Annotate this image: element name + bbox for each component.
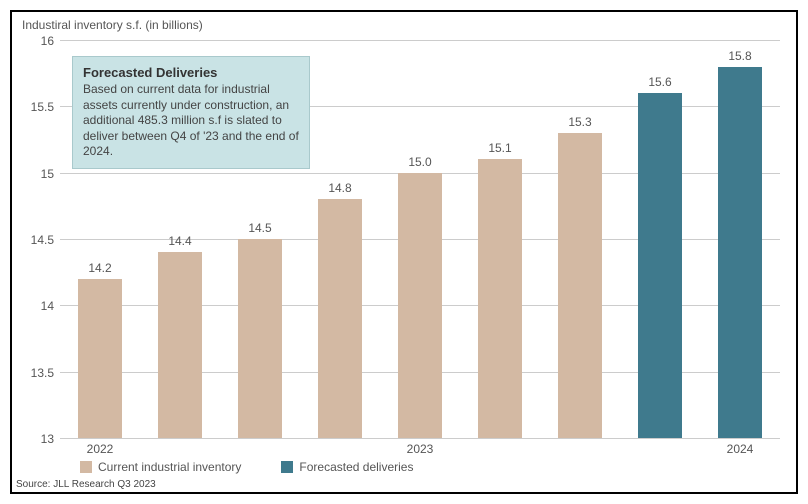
ytick-label: 15.5 bbox=[31, 100, 60, 114]
legend-label: Forecasted deliveries bbox=[299, 460, 413, 474]
bar-value-label: 14.8 bbox=[328, 181, 351, 199]
source-text: Source: JLL Research Q3 2023 bbox=[16, 479, 156, 490]
bar-value-label: 15.6 bbox=[648, 75, 671, 93]
callout-body: Based on current data for industrial ass… bbox=[83, 82, 299, 160]
ytick-label: 16 bbox=[41, 34, 60, 48]
bar-current: 15.3 bbox=[558, 133, 602, 438]
legend-swatch bbox=[281, 461, 293, 473]
legend-item: Current industrial inventory bbox=[80, 460, 241, 474]
callout-title: Forecasted Deliveries bbox=[83, 65, 299, 80]
bar-value-label: 15.0 bbox=[408, 155, 431, 173]
ytick-label: 14 bbox=[41, 299, 60, 313]
bar-current: 14.4 bbox=[158, 252, 202, 438]
bar-current: 14.8 bbox=[318, 199, 362, 438]
legend-item: Forecasted deliveries bbox=[281, 460, 413, 474]
bar-current: 15.1 bbox=[478, 159, 522, 438]
ytick-label: 14.5 bbox=[31, 233, 60, 247]
bar-value-label: 14.2 bbox=[88, 261, 111, 279]
bar-value-label: 14.5 bbox=[248, 221, 271, 239]
chart-frame: Industiral inventory s.f. (in billions) … bbox=[10, 10, 798, 494]
ytick-label: 15 bbox=[41, 167, 60, 181]
bar-value-label: 15.8 bbox=[728, 49, 751, 67]
bar-current: 15.0 bbox=[398, 173, 442, 438]
ytick-label: 13.5 bbox=[31, 366, 60, 380]
bar-current: 14.5 bbox=[238, 239, 282, 438]
ytick-label: 13 bbox=[41, 432, 60, 446]
x-axis-label: 2024 bbox=[727, 442, 754, 456]
gridline: 13 bbox=[60, 438, 780, 439]
x-axis-label: 2023 bbox=[407, 442, 434, 456]
forecast-callout: Forecasted Deliveries Based on current d… bbox=[72, 56, 310, 169]
legend-swatch bbox=[80, 461, 92, 473]
gridline: 16 bbox=[60, 40, 780, 41]
x-axis-label: 2022 bbox=[87, 442, 114, 456]
bar-value-label: 15.3 bbox=[568, 115, 591, 133]
bar-forecast: 15.8 bbox=[718, 67, 762, 438]
chart-title: Industiral inventory s.f. (in billions) bbox=[22, 18, 203, 32]
bar-current: 14.2 bbox=[78, 279, 122, 438]
legend: Current industrial inventory Forecasted d… bbox=[80, 460, 413, 474]
bar-forecast: 15.6 bbox=[638, 93, 682, 438]
legend-label: Current industrial inventory bbox=[98, 460, 241, 474]
x-axis-labels: 2022 2023 2024 bbox=[60, 442, 780, 458]
bar-value-label: 15.1 bbox=[488, 141, 511, 159]
bar-value-label: 14.4 bbox=[168, 234, 191, 252]
